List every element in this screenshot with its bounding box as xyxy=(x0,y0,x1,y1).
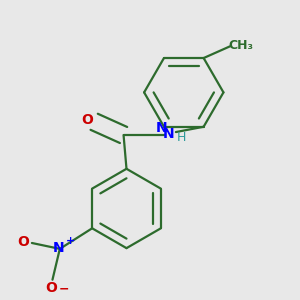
Text: H: H xyxy=(177,131,186,144)
Text: O: O xyxy=(46,281,58,295)
Text: N: N xyxy=(162,127,174,140)
Text: +: + xyxy=(65,236,75,246)
Text: CH₃: CH₃ xyxy=(229,39,254,52)
Text: −: − xyxy=(59,283,70,296)
Text: N: N xyxy=(52,241,64,255)
Text: O: O xyxy=(81,113,93,127)
Text: O: O xyxy=(18,236,30,249)
Text: N: N xyxy=(156,121,167,135)
